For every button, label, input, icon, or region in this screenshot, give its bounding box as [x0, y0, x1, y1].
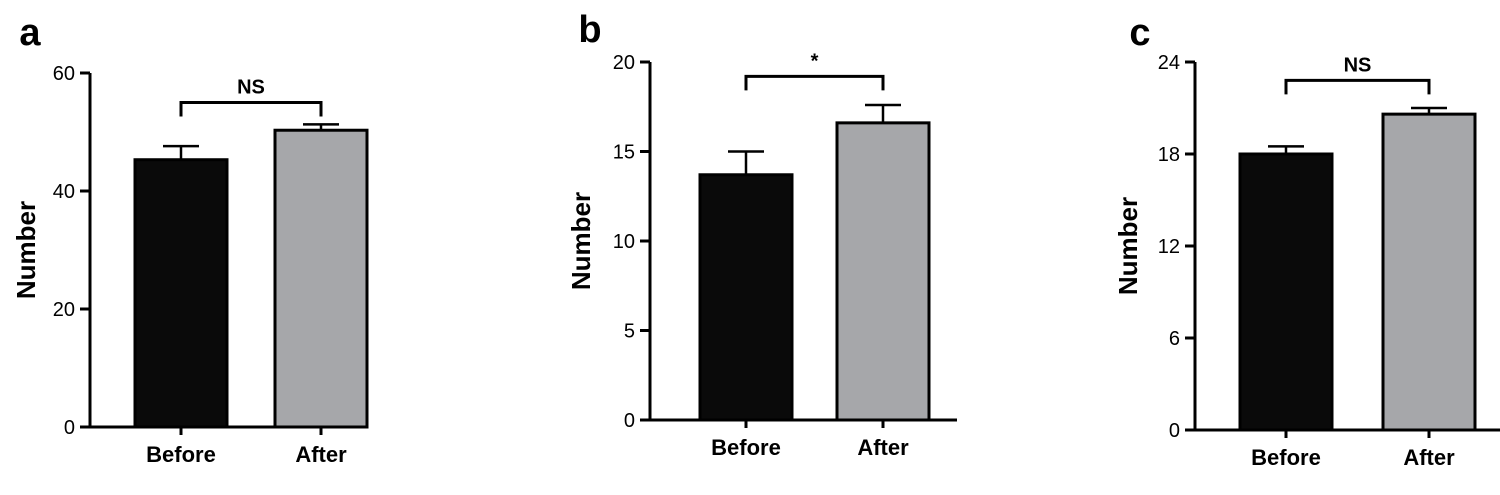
y-axis-label: Number: [1113, 197, 1143, 295]
y-tick-label: 18: [1158, 144, 1180, 166]
x-tick-label: After: [1403, 445, 1455, 470]
y-tick-label: 24: [1158, 52, 1180, 74]
significance-label: NS: [237, 77, 265, 99]
significance-bracket: [1284, 78, 1431, 95]
panel-a: a Number Before After 0 20 40 60 NS: [11, 12, 369, 467]
y-tick-label: 15: [613, 142, 635, 164]
y-tick-label: 0: [1169, 420, 1180, 442]
x-tick-label: After: [295, 442, 347, 467]
y-tick-label: 60: [53, 63, 75, 85]
y-axis-label: Number: [11, 201, 41, 299]
y-tick-label: 20: [53, 299, 75, 321]
bar-after: [1381, 112, 1477, 432]
y-tick-label: 0: [624, 410, 635, 432]
y-tick-label: 6: [1169, 328, 1180, 350]
bar-after: [273, 128, 369, 429]
significance-label: *: [811, 50, 819, 72]
panel-letter: b: [578, 9, 601, 51]
x-tick-label: Before: [146, 442, 216, 467]
x-tick-label: Before: [1251, 445, 1321, 470]
panel-c: c Number Before After 0 6 12 18 24 NS: [1113, 12, 1500, 470]
x-tick-label: After: [857, 435, 909, 460]
y-tick-label: 5: [624, 321, 635, 343]
panel-letter: a: [19, 12, 41, 54]
bar-before: [698, 173, 794, 422]
panel-letter: c: [1129, 12, 1150, 54]
y-tick-label: 10: [613, 231, 635, 253]
significance-label: NS: [1344, 54, 1372, 76]
y-tick-label: 0: [64, 417, 75, 439]
y-tick-label: 20: [613, 52, 635, 74]
bar-before: [133, 158, 229, 429]
x-tick-label: Before: [711, 435, 781, 460]
bar-before: [1238, 152, 1334, 432]
significance-bracket: [744, 74, 885, 91]
panel-b: b Number Before After 0 5 10 15 20 *: [566, 9, 957, 460]
bar-after: [835, 121, 931, 422]
y-tick-label: 40: [53, 181, 75, 203]
y-tick-label: 12: [1158, 236, 1180, 258]
y-axis-label: Number: [566, 192, 596, 290]
significance-bracket: [179, 101, 323, 117]
